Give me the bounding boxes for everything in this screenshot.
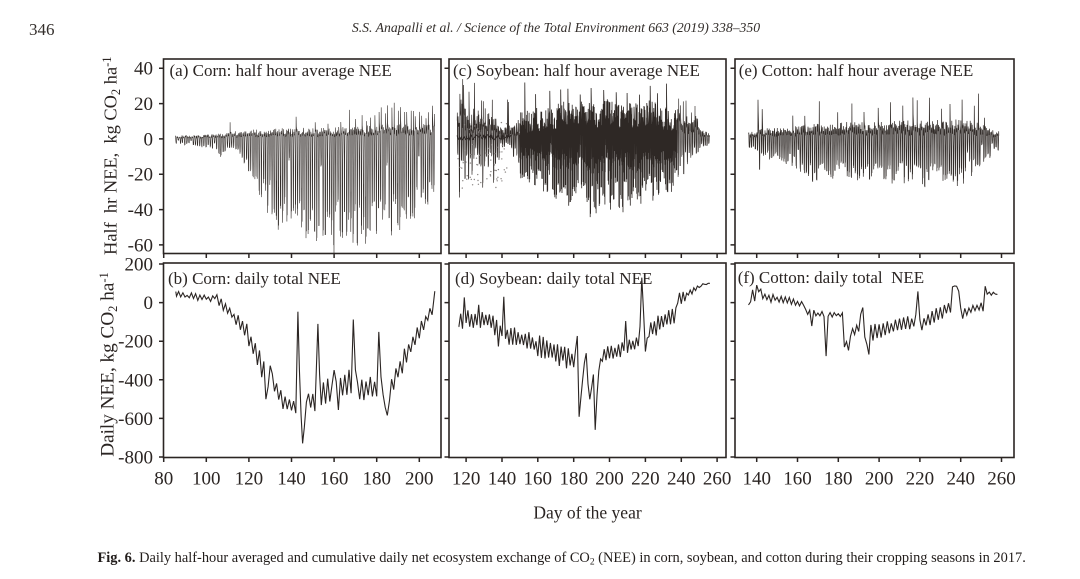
svg-text:-40: -40 (128, 200, 153, 221)
svg-text:180: 180 (824, 469, 853, 490)
svg-text:200: 200 (125, 255, 154, 276)
svg-text:(d) Soybean: daily total NEE: (d) Soybean: daily total NEE (455, 269, 652, 288)
svg-text:200: 200 (595, 469, 624, 490)
svg-text:200: 200 (405, 469, 434, 490)
svg-text:200: 200 (865, 469, 894, 490)
svg-text:160: 160 (524, 469, 553, 490)
svg-text:0: 0 (144, 293, 154, 314)
svg-text:(b) Corn: daily total NEE: (b) Corn: daily total NEE (168, 269, 341, 288)
svg-text:-200: -200 (118, 332, 153, 353)
svg-text:Daily NEE, kg CO2 ha-1: Daily NEE, kg CO2 ha-1 (97, 272, 120, 457)
svg-text:240: 240 (946, 469, 975, 490)
svg-text:-60: -60 (128, 235, 153, 256)
svg-text:160: 160 (320, 469, 349, 490)
svg-text:-600: -600 (118, 409, 153, 430)
svg-text:260: 260 (987, 469, 1016, 490)
svg-text:100: 100 (192, 469, 221, 490)
svg-text:-20: -20 (128, 165, 153, 186)
svg-text:(c) Soybean: half hour average: (c) Soybean: half hour average NEE (453, 61, 700, 80)
svg-text:(a) Corn: half hour average NE: (a) Corn: half hour average NEE (170, 61, 392, 80)
svg-text:180: 180 (559, 469, 588, 490)
svg-text:0: 0 (144, 129, 154, 150)
svg-text:160: 160 (783, 469, 812, 490)
svg-text:180: 180 (362, 469, 391, 490)
svg-text:120: 120 (452, 469, 481, 490)
svg-text:260: 260 (703, 469, 732, 490)
svg-text:-400: -400 (118, 370, 153, 391)
svg-text:120: 120 (235, 469, 264, 490)
svg-text:S.S. Anapalli et al. / Science: S.S. Anapalli et al. / Science of the To… (352, 20, 760, 36)
svg-text:(e) Cotton: half hour average: (e) Cotton: half hour average NEE (739, 61, 974, 80)
svg-text:40: 40 (134, 59, 153, 80)
svg-text:220: 220 (631, 469, 660, 490)
svg-text:240: 240 (667, 469, 696, 490)
svg-text:140: 140 (277, 469, 306, 490)
svg-text:Half hr NEE, kg CO2 ha-1: Half hr NEE, kg CO2 ha-1 (100, 56, 123, 255)
svg-text:-800: -800 (118, 448, 153, 469)
svg-text:80: 80 (154, 469, 173, 490)
svg-text:346: 346 (29, 20, 55, 39)
svg-text:(f) Cotton: daily total NEE: (f) Cotton: daily total NEE (738, 268, 925, 287)
svg-text:20: 20 (134, 94, 153, 115)
svg-text:140: 140 (742, 469, 771, 490)
svg-text:220: 220 (906, 469, 935, 490)
svg-text:Day of the year: Day of the year (533, 503, 642, 523)
svg-text:Fig. 6. Daily half-hour averag: Fig. 6. Daily half-hour averaged and cum… (98, 550, 1026, 568)
svg-text:140: 140 (488, 469, 517, 490)
